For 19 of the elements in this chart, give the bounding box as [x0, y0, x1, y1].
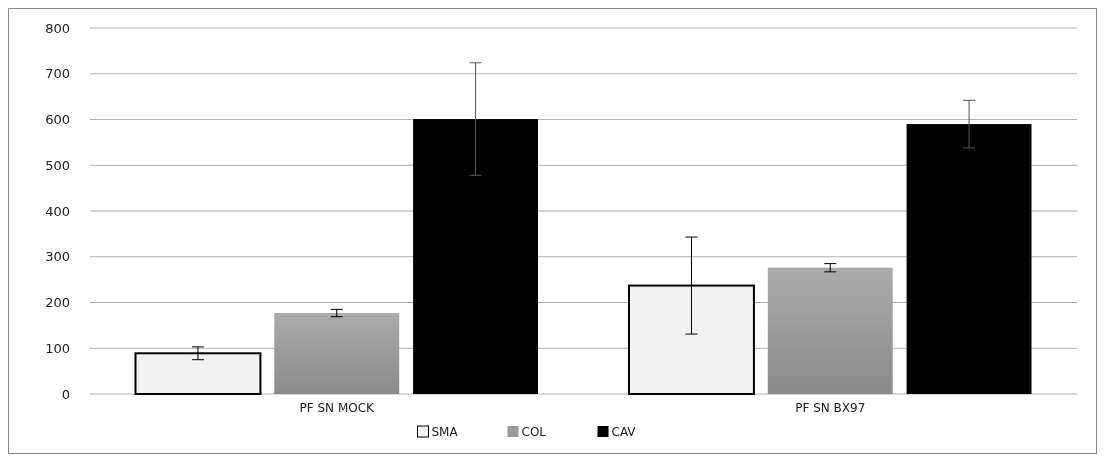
- bar: [274, 313, 400, 394]
- y-tick-label: 600: [45, 112, 70, 128]
- y-tick-label: 500: [45, 157, 70, 173]
- y-tick-label: 400: [45, 203, 70, 219]
- y-tick-label: 0: [61, 386, 70, 402]
- x-tick-label: PF SN MOCK: [299, 401, 376, 415]
- legend-label: CAV: [611, 425, 637, 439]
- bar: [906, 124, 1032, 394]
- legend-label: COL: [521, 425, 547, 439]
- y-tick-label: 700: [45, 66, 70, 82]
- legend-label: SMA: [431, 425, 459, 439]
- y-tick-label: 800: [45, 20, 70, 36]
- bar: [413, 119, 539, 394]
- y-tick-label: 200: [45, 295, 70, 311]
- y-tick-label: 100: [45, 340, 70, 356]
- bar: [134, 352, 262, 395]
- x-tick-label: PF SN BX97: [795, 401, 866, 415]
- y-tick-label: 300: [45, 249, 70, 265]
- bar: [767, 267, 893, 394]
